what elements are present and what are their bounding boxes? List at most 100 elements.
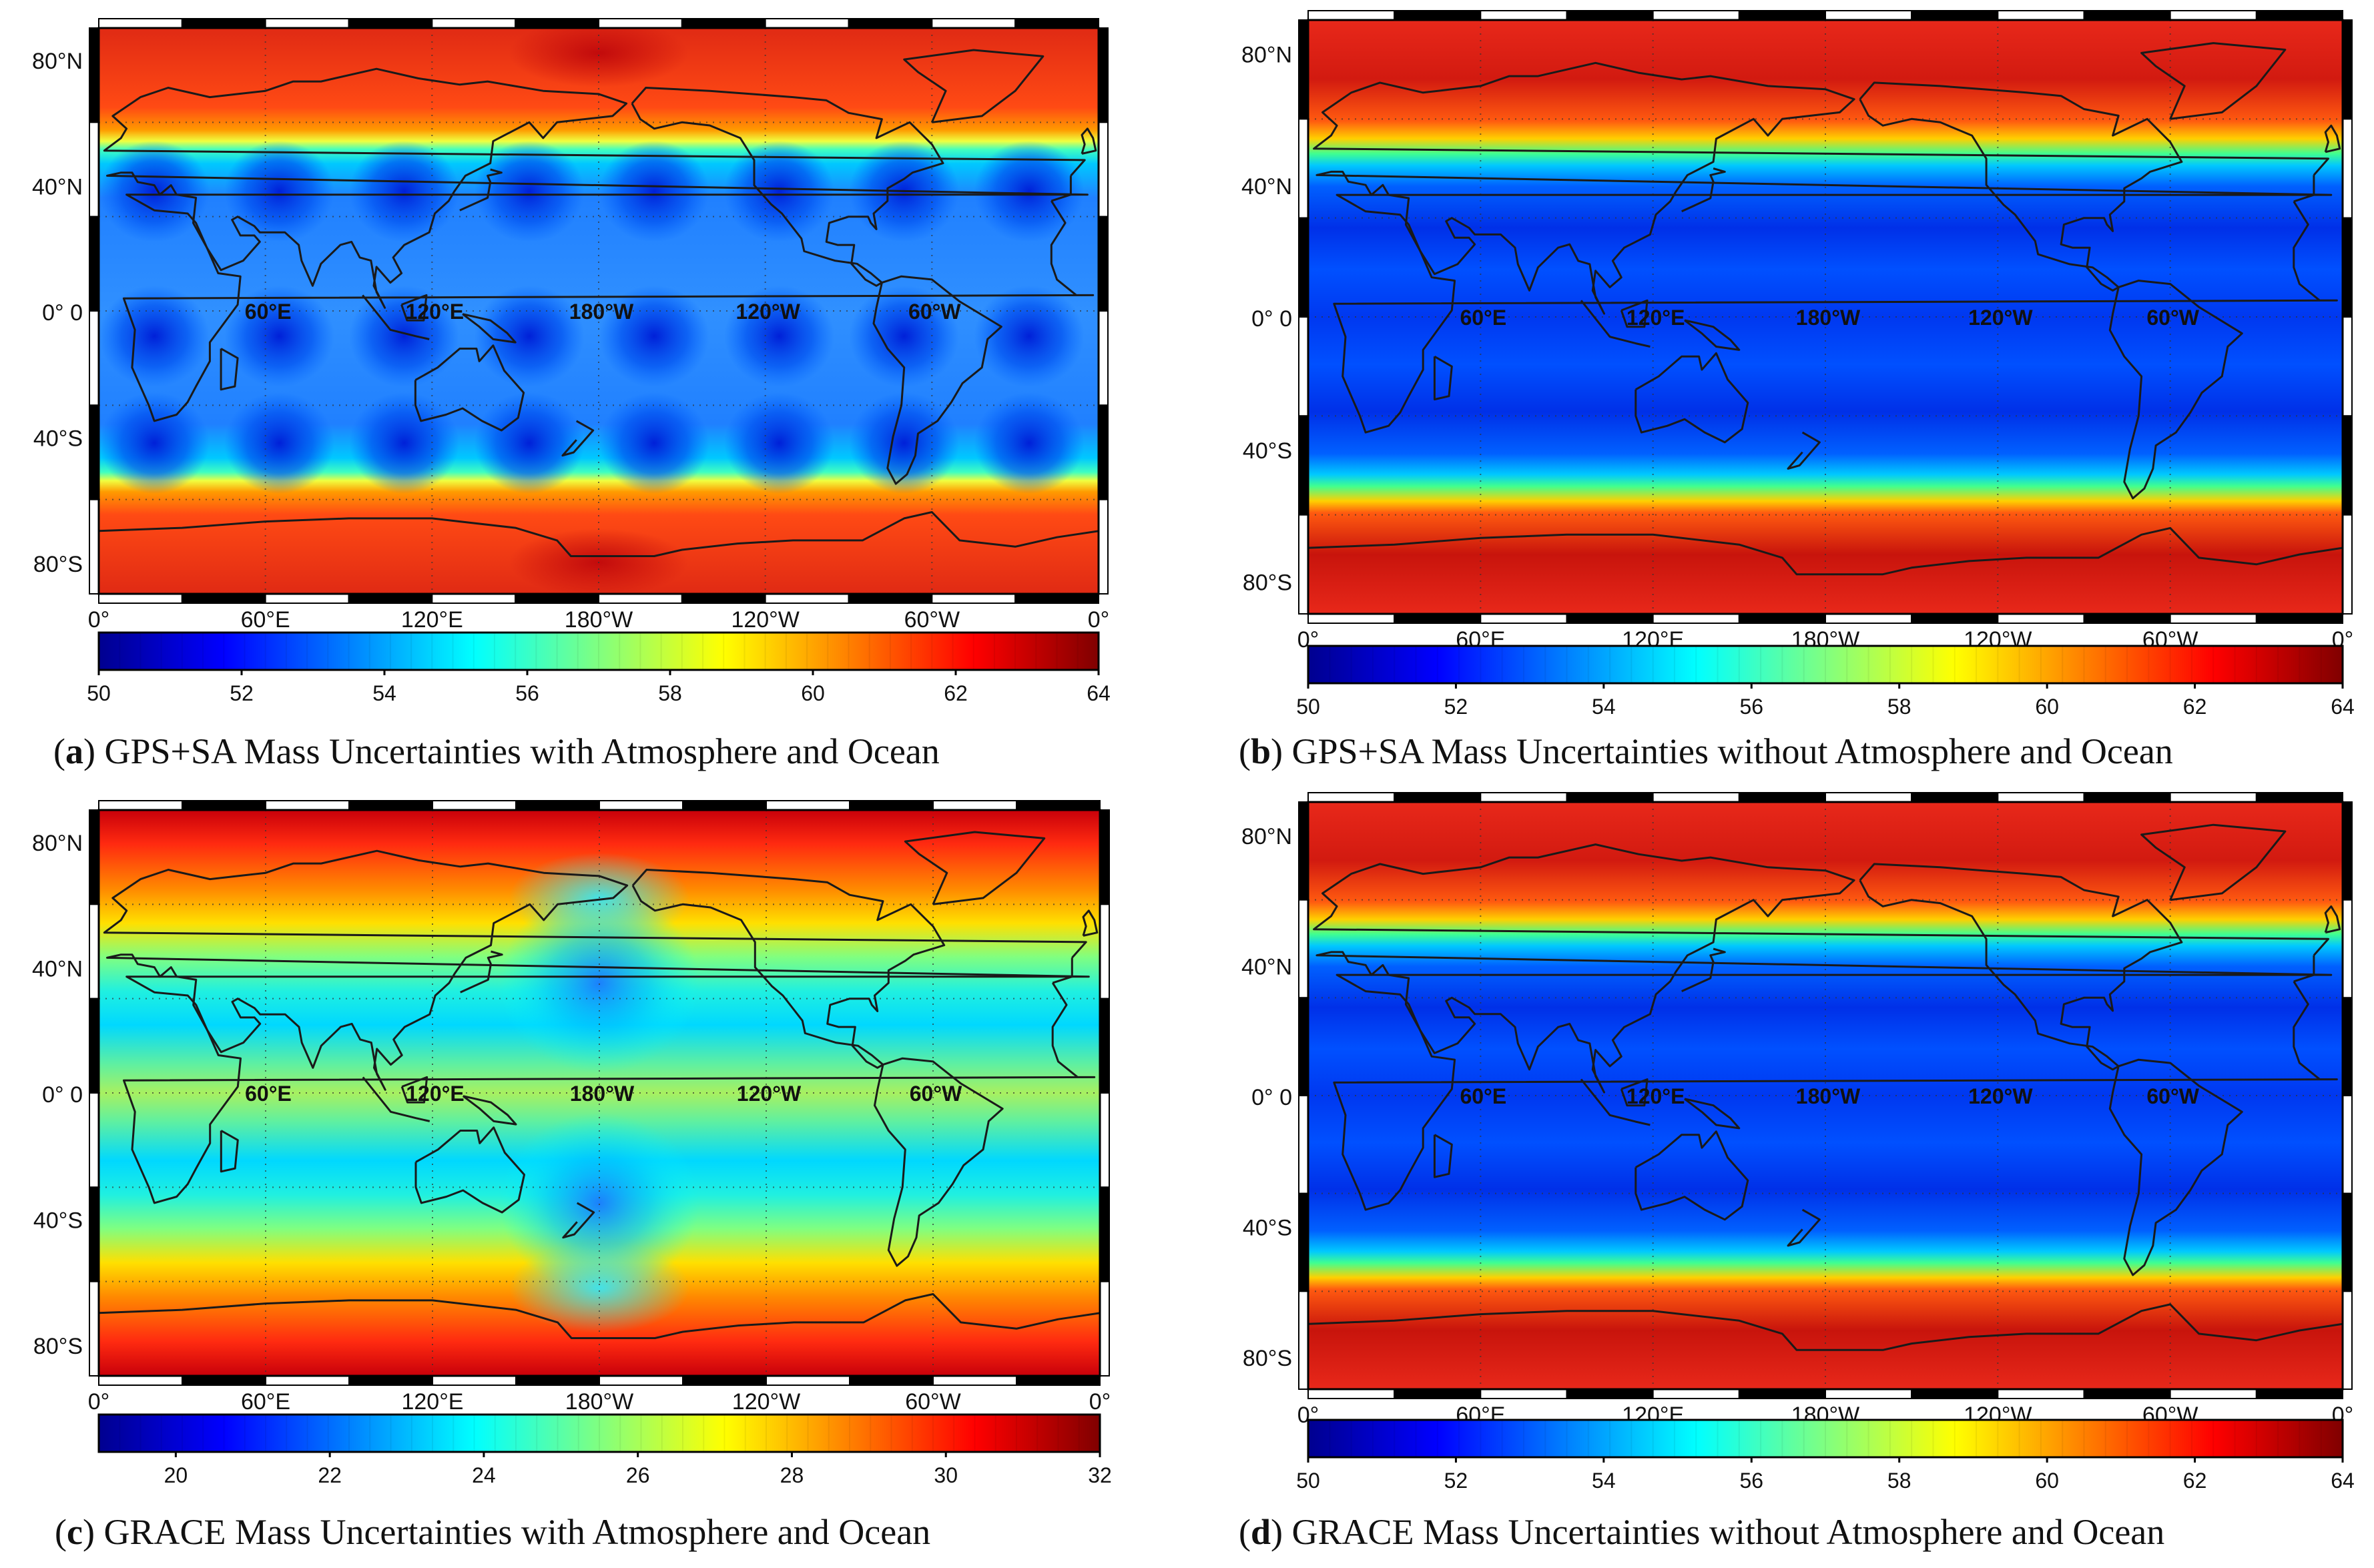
colorbar-tick-d-3: 56 (1739, 1469, 1763, 1493)
lat-label-b-4: 80°S (1243, 570, 1292, 596)
colorbar-tick-a-1: 52 (230, 681, 254, 705)
colorbar-tick-c-4: 28 (780, 1463, 804, 1487)
colorbar-tick-a-7: 64 (1087, 681, 1111, 705)
colorbar-tick-d-5: 60 (2035, 1469, 2059, 1493)
colorbar-tick-a-3: 56 (515, 681, 539, 705)
caption-b: (b) GPS+SA Mass Uncertainties without At… (1239, 731, 2173, 771)
map-panel-a: 80°N 40°N 0° 0 40°S 80°S 0° 60°E 120°E 180°W 120°… (0, 0, 1187, 784)
lat-label-d-2: 0° 0 (1251, 1085, 1292, 1110)
lon-label-equator-a-2: 180°W (569, 300, 634, 324)
graticule-c (99, 810, 1100, 1376)
coastlines-b (1308, 42, 2343, 576)
lon-label-bottom-a-6: 0° (1088, 607, 1110, 633)
lon-label-equator-c-4: 60°W (910, 1082, 962, 1106)
coastlines-d (1308, 823, 2343, 1351)
lon-label-equator-d-1: 120°E (1626, 1084, 1685, 1108)
colorbar-tick-d-0: 50 (1296, 1469, 1320, 1493)
colorbar-tick-a-0: 50 (87, 681, 111, 705)
lon-label-equator-b-3: 120°W (1968, 306, 2033, 330)
lon-label-bottom-c-3: 180°W (565, 1389, 633, 1415)
colorbar-tick-b-2: 54 (1592, 695, 1616, 719)
map-frame-c (89, 800, 1110, 1386)
colorbar-tick-b-4: 58 (1887, 695, 1911, 719)
lon-label-equator-c-1: 120°E (406, 1082, 465, 1106)
lon-label-equator-d-4: 60°W (2146, 1084, 2199, 1108)
lon-label-equator-a-1: 120°E (406, 300, 465, 324)
colorbar-tick-c-2: 24 (472, 1463, 496, 1487)
lon-label-equator-c-3: 120°W (737, 1082, 802, 1106)
lat-label-a-1: 40°N (32, 175, 83, 200)
lon-label-bottom-a-3: 180°W (565, 607, 633, 633)
colorbar-tick-c-1: 22 (318, 1463, 342, 1487)
lon-label-equator-c-2: 180°W (570, 1082, 635, 1106)
map-panel-c: 80°N 40°N 0° 0 40°S 80°S 0° 60°E 120°E 180°W 120°… (0, 787, 1187, 1568)
lon-label-bottom-c-0: 0° (88, 1389, 110, 1415)
lon-label-equator-a-0: 60°E (245, 300, 292, 324)
colorbar-tick-d-4: 58 (1887, 1469, 1911, 1493)
lat-label-d-4: 80°S (1243, 1346, 1292, 1371)
lon-label-bottom-a-2: 120°E (401, 607, 463, 633)
lat-label-a-4: 80°S (33, 552, 83, 577)
colorbar-c (97, 1413, 1101, 1453)
lon-label-equator-c-0: 60°E (245, 1082, 292, 1106)
colorbar-tick-c-6: 32 (1088, 1463, 1112, 1487)
coastlines-a (99, 49, 1099, 557)
caption-c: (c) GRACE Mass Uncertainties with Atmosp… (55, 1512, 931, 1552)
lat-label-c-2: 0° 0 (42, 1082, 83, 1108)
map-frame-a (89, 18, 1109, 604)
lat-label-b-3: 40°S (1243, 438, 1292, 464)
colorbar-tick-b-5: 60 (2035, 695, 2059, 719)
coastlines-c (99, 831, 1100, 1339)
lon-label-bottom-c-5: 60°W (905, 1389, 961, 1415)
lon-label-equator-b-1: 120°E (1626, 306, 1685, 330)
map-frame-d (1298, 792, 2353, 1399)
colorbar-tick-b-1: 52 (1444, 695, 1468, 719)
lon-label-bottom-c-1: 60°E (241, 1389, 290, 1415)
colorbar-tick-a-5: 60 (801, 681, 825, 705)
colorbar-tick-d-7: 64 (2331, 1469, 2355, 1493)
lon-label-equator-a-3: 120°W (735, 300, 800, 324)
colorbar-tick-d-6: 62 (2183, 1469, 2207, 1493)
lat-label-a-2: 0° 0 (42, 300, 83, 326)
colorbar-tick-c-3: 26 (626, 1463, 650, 1487)
colorbar-tick-d-1: 52 (1444, 1469, 1468, 1493)
lon-label-equator-d-3: 120°W (1968, 1084, 2033, 1108)
colorbar-tick-b-7: 64 (2331, 695, 2355, 719)
colorbar-d (1307, 1419, 2344, 1459)
lon-label-bottom-a-4: 120°W (731, 607, 799, 633)
graticule-b (1308, 20, 2343, 614)
colorbar-b (1307, 645, 2344, 685)
map-panel-d: 80°N 40°N 0° 0 40°S 80°S 0° 60°E 120°E 180°W 120°… (1195, 787, 2374, 1568)
lat-label-c-3: 40°S (33, 1208, 83, 1233)
lat-label-a-3: 40°S (33, 426, 83, 451)
map-panel-b: 80°N 40°N 0° 0 40°S 80°S 0° 60°E 120°E 180°W 120°… (1195, 0, 2374, 784)
lon-label-bottom-c-6: 0° (1089, 1389, 1111, 1415)
colorbar-tick-b-0: 50 (1296, 695, 1320, 719)
lat-label-b-2: 0° 0 (1251, 306, 1292, 332)
colorbar-tick-c-0: 20 (164, 1463, 188, 1487)
colorbar-tick-d-2: 54 (1592, 1469, 1616, 1493)
colorbar-tick-b-6: 62 (2183, 695, 2207, 719)
lat-label-d-1: 40°N (1241, 954, 1292, 979)
lat-label-b-1: 40°N (1241, 174, 1292, 200)
lat-label-c-1: 40°N (32, 957, 83, 982)
lon-label-bottom-c-2: 120°E (401, 1389, 463, 1415)
caption-a: (a) GPS+SA Mass Uncertainties with Atmos… (53, 731, 940, 771)
colorbar-tick-a-2: 54 (372, 681, 396, 705)
colorbar-tick-c-5: 30 (934, 1463, 958, 1487)
lat-label-d-3: 40°S (1243, 1216, 1292, 1241)
lon-label-bottom-a-1: 60°E (241, 607, 290, 633)
lon-label-equator-b-0: 60°E (1460, 306, 1506, 330)
colorbar-tick-a-6: 62 (944, 681, 968, 705)
caption-d: (d) GRACE Mass Uncertainties without Atm… (1239, 1512, 2165, 1552)
lon-label-equator-a-4: 60°W (908, 300, 961, 324)
map-frame-b (1298, 10, 2353, 624)
colorbar-tick-b-3: 56 (1739, 695, 1763, 719)
lat-label-d-0: 80°N (1241, 824, 1292, 849)
lat-label-a-0: 80°N (32, 49, 83, 74)
lat-label-c-4: 80°S (33, 1334, 83, 1359)
lon-label-equator-b-4: 60°W (2146, 306, 2199, 330)
lat-label-c-0: 80°N (32, 831, 83, 856)
lon-label-equator-d-0: 60°E (1460, 1084, 1506, 1108)
lon-label-bottom-a-5: 60°W (904, 607, 960, 633)
